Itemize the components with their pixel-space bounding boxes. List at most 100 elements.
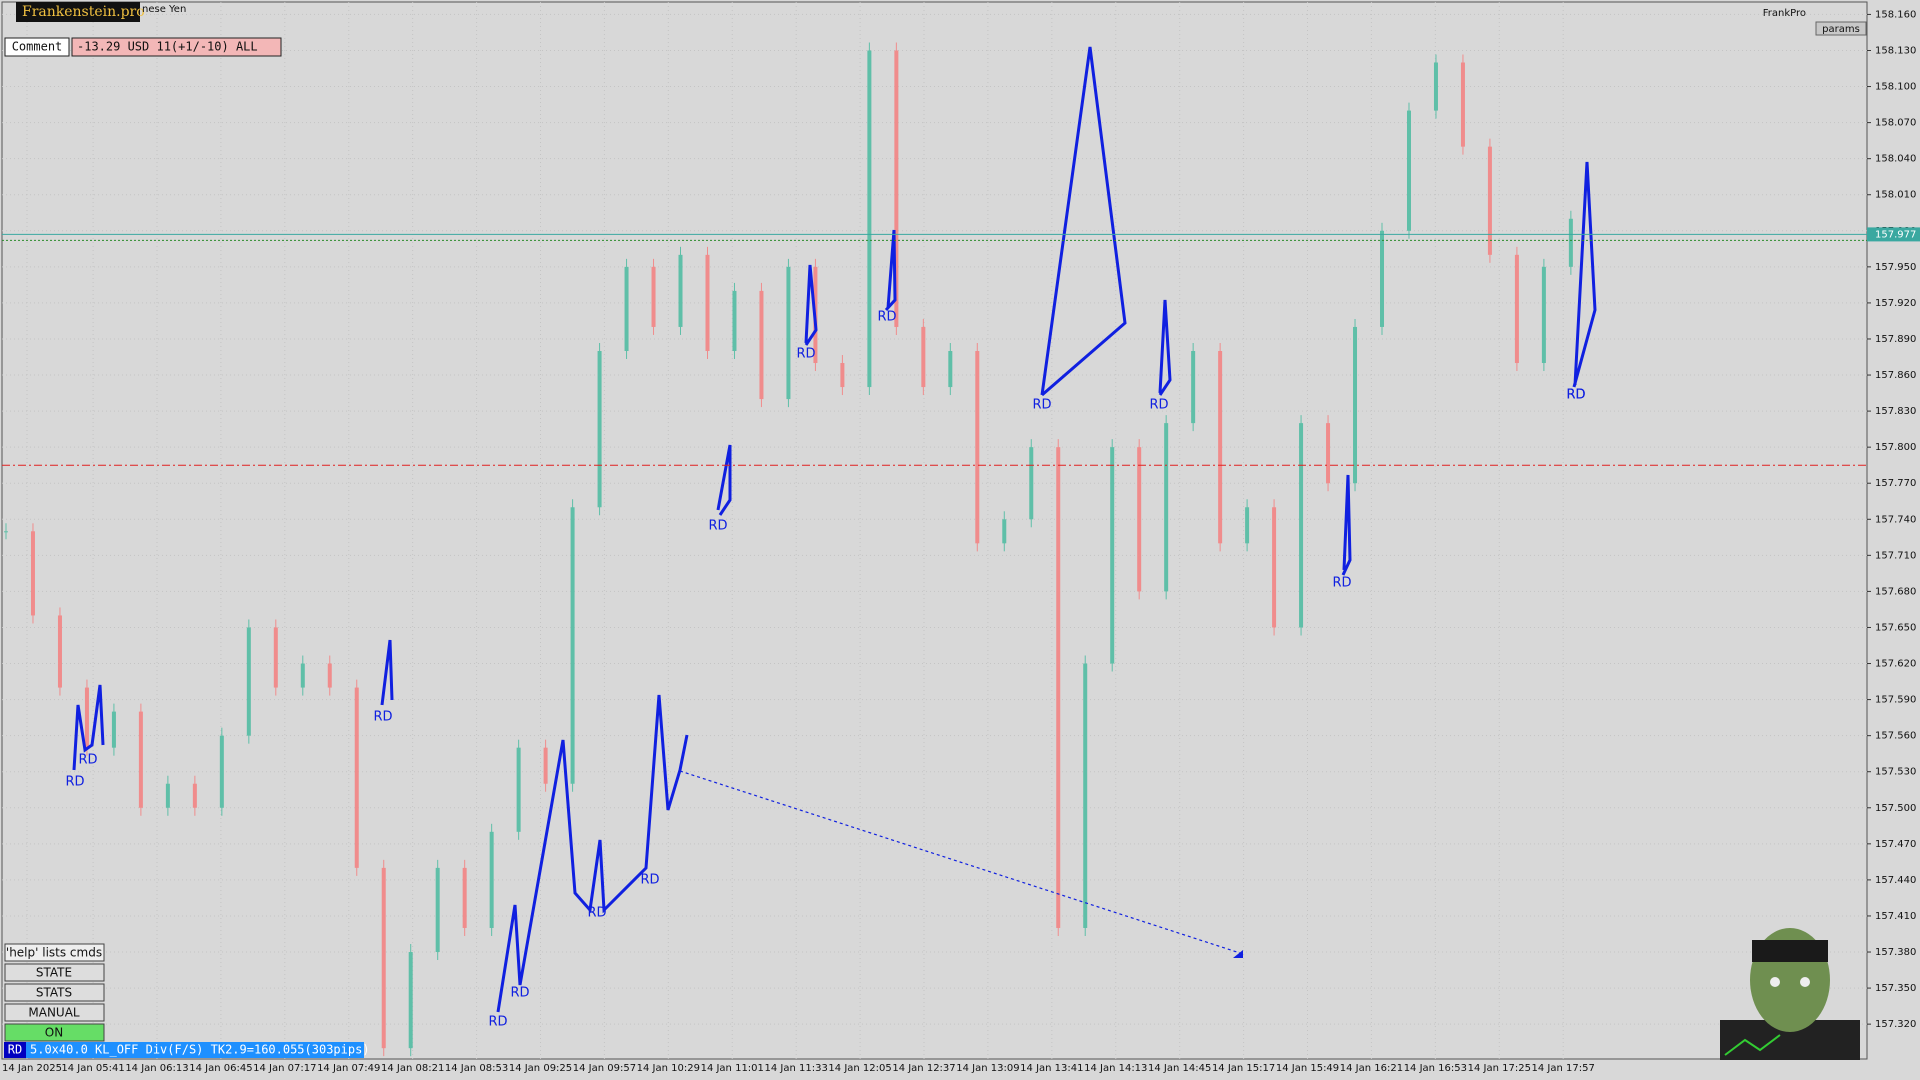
hair [1752,940,1828,962]
params-box[interactable] [1815,21,1867,36]
x-tick-label: 14 Jan 15:49 [1276,1063,1339,1074]
y-tick-label: 157.590 [1875,695,1916,706]
x-tick-label: 14 Jan 2025 [2,1063,62,1074]
x-tick-label: 14 Jan 13:41 [1020,1063,1083,1074]
x-tick-label: 14 Jan 08:53 [445,1063,508,1074]
candle [111,711,116,748]
rd-label: RD [877,310,896,325]
buttons: STATE STATS MANUAL ON [4,963,105,1042]
button-label[interactable]: ON [45,1026,63,1040]
button-label[interactable]: STATS [36,986,72,1000]
button-label[interactable]: STATE [36,966,72,980]
y-tick-label: 158.160 [1875,9,1916,20]
candle [1110,447,1115,664]
y-tick-label: 158.100 [1875,82,1916,93]
candle [921,326,926,388]
rd-label: RD [1149,398,1168,413]
candle [1380,230,1385,327]
candle [381,867,386,1049]
candle [219,735,224,808]
candle [57,615,62,688]
comment-box [71,37,282,57]
candle [408,952,413,1049]
arrow [1233,950,1243,958]
comment: -13.29 USD 11(+1/-10) ALL [77,40,258,54]
rd-label: RD [587,906,606,921]
y-tick-label: 157.530 [1875,767,1916,778]
candle [1326,423,1331,484]
trend-line [679,770,1241,954]
candle [1218,350,1223,544]
x-tick-label: 14 Jan 11:33 [765,1063,828,1074]
x-tick-label: 14 Jan 07:17 [253,1063,316,1074]
y-tick-label: 158.070 [1875,118,1916,129]
owner: FrankPro [1763,8,1806,19]
candle [1137,447,1142,592]
x-tick-label: 14 Jan 13:09 [956,1063,1019,1074]
button[interactable] [4,963,105,982]
patterns [72,46,1597,1013]
zigzag [496,694,689,1013]
rd-label: RD [1032,398,1051,413]
rd-label: RD [1566,388,1585,403]
zigzag [380,639,394,706]
x-tick-label: 14 Jan 11:01 [701,1063,764,1074]
x-tick-label: 14 Jan 17:25 [1468,1063,1531,1074]
zigzag [1158,299,1172,396]
y-tick-label: 157.350 [1875,983,1916,994]
x-tick-label: 14 Jan 16:21 [1340,1063,1403,1074]
candle [759,290,764,400]
candles [4,42,1573,1057]
candle [489,831,494,928]
y-tick-label: 158.130 [1875,45,1916,56]
x-tick-label: 14 Jan 08:21 [381,1063,444,1074]
candle [1353,326,1358,484]
zigzag [72,684,105,771]
zigzag [884,229,897,312]
button[interactable] [4,1003,105,1022]
y-tick-label: 158.010 [1875,190,1916,201]
zigzag [804,264,818,346]
y-tick-label: 157.830 [1875,406,1916,417]
spark [1724,1034,1781,1056]
candle [354,687,359,868]
y-tick-label: 157.500 [1875,803,1916,814]
x-tick-label: 14 Jan 14:13 [1084,1063,1147,1074]
x-tick-label: 14 Jan 12:37 [892,1063,955,1074]
candle [30,531,35,616]
button[interactable] [4,983,105,1002]
y-tick-label: 157.950 [1875,262,1916,273]
candle [1299,423,1304,628]
button-label[interactable]: MANUAL [28,1006,80,1020]
y-tick-label: 157.440 [1875,875,1916,886]
candle [165,783,170,808]
rd-label: RD [708,519,727,534]
brand: Frankenstein.pro [22,4,145,20]
y-tick-label: 157.410 [1875,911,1916,922]
candle [786,266,791,400]
candle [4,531,8,533]
candle [624,266,629,351]
candle [1002,519,1007,544]
candle [948,350,953,388]
y-tick-label: 157.620 [1875,659,1916,670]
rd-label: RD [510,986,529,1001]
x-tick-label: 14 Jan 07:49 [317,1063,380,1074]
rd-label: RD [373,710,392,725]
x-tick-label: 14 Jan 09:25 [509,1063,572,1074]
x-tick-label: 14 Jan 17:57 [1532,1063,1595,1074]
button[interactable] [4,1023,105,1042]
zigzag [1572,161,1597,388]
y-tick-label: 157.860 [1875,370,1916,381]
zigzag [716,444,732,516]
y-tick-label: 157.560 [1875,731,1916,742]
candle [435,867,440,953]
candle [273,627,278,688]
mascot [1720,928,1860,1060]
help-box [4,943,105,962]
x-tick-label: 14 Jan 15:17 [1212,1063,1275,1074]
params[interactable]: params [1822,24,1860,35]
